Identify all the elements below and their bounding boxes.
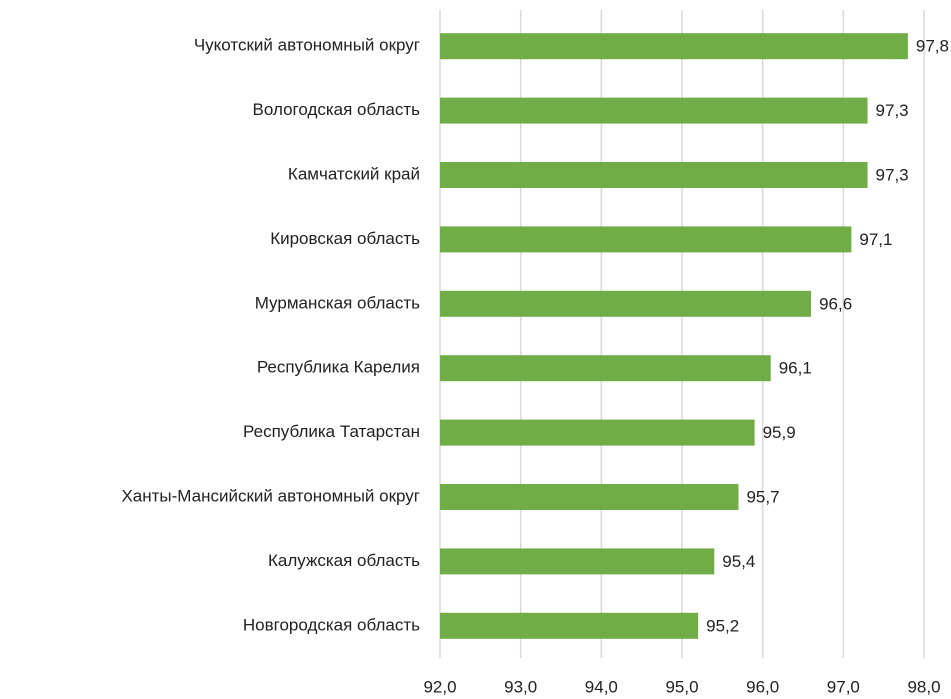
bar [440, 33, 908, 60]
value-label: 97,8 [916, 37, 949, 56]
y-tick-label: Новгородская область [243, 615, 420, 634]
y-tick-label: Калужская область [268, 551, 420, 570]
y-tick-label: Республика Татарстан [243, 422, 420, 441]
bar [440, 226, 852, 253]
value-label: 96,1 [779, 359, 812, 378]
bar [440, 290, 812, 317]
bar [440, 612, 699, 639]
bar [440, 355, 771, 382]
y-tick-label: Вологодская область [253, 100, 421, 119]
bar [440, 484, 739, 510]
x-tick-label: 97,0 [827, 677, 860, 696]
x-tick-label: 92,0 [423, 677, 456, 696]
y-tick-label: Камчатский край [288, 164, 420, 183]
value-label: 95,9 [763, 423, 796, 442]
x-tick-label: 94,0 [585, 677, 618, 696]
y-tick-label: Ханты-Мансийский автономный округ [121, 486, 420, 505]
y-tick-label: Республика Карелия [257, 358, 420, 377]
value-label: 96,6 [819, 294, 852, 313]
bar [440, 97, 868, 124]
value-label: 97,3 [876, 101, 909, 120]
x-tick-label: 95,0 [665, 677, 698, 696]
value-label: 97,3 [876, 165, 909, 184]
y-tick-label: Чукотский автономный округ [194, 36, 420, 55]
bar [440, 419, 755, 446]
value-label: 97,1 [859, 230, 892, 249]
x-tick-label: 98,0 [907, 677, 940, 696]
y-tick-label: Мурманская область [255, 293, 420, 312]
value-label: 95,7 [746, 487, 779, 506]
value-label: 95,4 [722, 552, 755, 571]
y-tick-label: Кировская область [270, 229, 420, 248]
x-tick-label: 96,0 [746, 677, 779, 696]
bar [440, 548, 715, 575]
x-tick-label: 93,0 [504, 677, 537, 696]
value-label: 95,2 [706, 616, 739, 635]
bar [440, 162, 868, 188]
